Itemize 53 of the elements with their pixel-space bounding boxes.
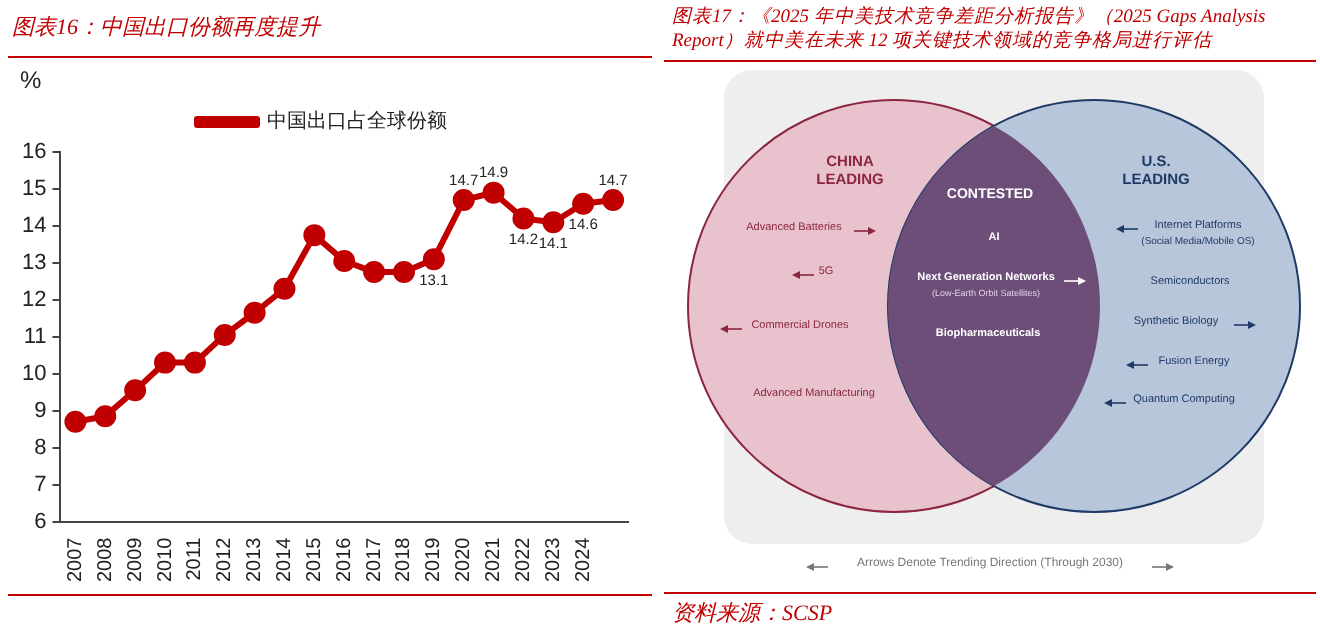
x-tick-label: 2023 (542, 536, 565, 583)
x-tick-label: 2017 (363, 536, 386, 583)
y-tick-label: 13 (21, 250, 47, 275)
point (154, 351, 177, 374)
point (273, 277, 296, 300)
point (572, 192, 595, 215)
point (124, 379, 147, 402)
y-tick-label: 8 (34, 435, 47, 460)
y-tick-label: 14 (21, 213, 47, 238)
point (422, 248, 445, 271)
point (213, 323, 236, 346)
x-tick-label: 2024 (572, 536, 595, 583)
x-tick-label: 2012 (214, 536, 237, 583)
x-tick-label: 2010 (154, 536, 177, 583)
x-tick-label: 2014 (274, 536, 296, 583)
point (303, 224, 326, 247)
x-tick-label: 2007 (64, 536, 87, 583)
text: 资料来源：SCSP (672, 600, 833, 626)
point (333, 250, 356, 273)
y-tick-label: 10 (21, 361, 47, 386)
point (602, 189, 625, 212)
point (392, 261, 415, 284)
point (542, 211, 565, 234)
y-tick-label: 11 (23, 324, 47, 349)
text: 图表17：《2025 年中美技术竞争差距分析报告》（2025 Gaps Analysis Report）就中美在未来 12 项关键技术领域的竞争格局进行评估 (672, 6, 1268, 54)
y-tick-label: 16 (21, 140, 47, 165)
x-tick-label: 2022 (512, 536, 535, 583)
x-tick-label: 2011 (184, 536, 207, 581)
point (512, 207, 535, 230)
x-tick-label: 2018 (393, 536, 416, 583)
legend-label: 中国出口占全球份额 (267, 109, 447, 134)
x-tick-label: 2020 (453, 536, 476, 583)
y-axis-title: % (20, 66, 42, 94)
y-tick-label: 6 (34, 509, 47, 534)
x-tick-label: 2008 (94, 536, 117, 583)
x-tick-label: 2015 (303, 536, 326, 583)
x-tick-label: 2013 (244, 536, 267, 583)
point (64, 410, 87, 433)
x-tick-label: 2016 (333, 536, 356, 583)
point (363, 261, 386, 284)
point (243, 301, 266, 324)
point (94, 405, 117, 428)
y-tick-label: 7 (34, 472, 47, 497)
x-tick-label: 2009 (124, 536, 147, 583)
point (452, 189, 475, 212)
x-tick-label: 2021 (483, 536, 506, 583)
point (183, 351, 206, 374)
y-tick-label: 15 (21, 177, 47, 202)
y-tick-label: 9 (34, 398, 47, 423)
x-tick-label: 2019 (423, 536, 446, 583)
y-tick-label: 12 (21, 287, 47, 312)
point (482, 181, 505, 204)
chart-title: 图表16：中国出口份额再度提升 (12, 13, 320, 42)
